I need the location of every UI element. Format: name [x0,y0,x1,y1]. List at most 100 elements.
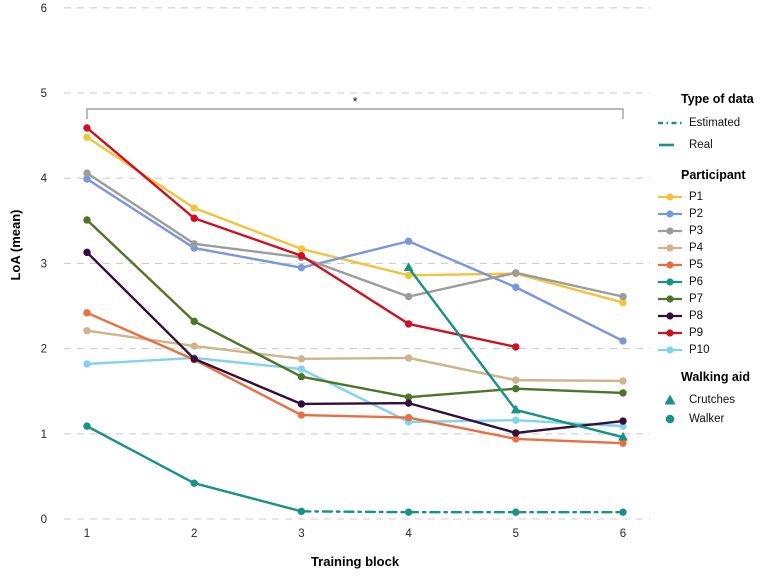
x-tick-label: 6 [620,528,626,540]
data-point [297,263,306,272]
data-point [619,292,627,301]
walker-circle-icon [665,414,675,423]
y-axis-title: LoA (mean) [8,209,23,280]
series-p8 [83,248,627,437]
p9-line-dot-icon [658,328,682,337]
data-point [619,389,627,397]
series-p5 [83,309,627,447]
y-tick-label: 4 [41,173,48,185]
data-point [83,422,91,430]
data-point [404,292,413,301]
series-p7 [83,216,627,401]
data-point [190,342,198,350]
legend-label: P2 [689,207,704,220]
legend-item-p9: P9 [657,324,767,341]
significance-bracket [86,108,624,119]
data-point [83,124,91,132]
legend-label: Real [689,139,713,151]
legend-label: P3 [689,224,704,237]
legend-label: P7 [689,292,704,305]
y-tick-label: 2 [41,344,47,356]
data-point [404,508,413,516]
series-p6-walker-real [83,422,306,516]
legend-item-p6: P6 [657,273,767,290]
data-point [190,479,198,487]
data-point [512,429,520,437]
p4-line-dot-icon [658,243,682,252]
x-tick-label: 3 [298,528,304,540]
data-point [83,248,91,257]
data-point [297,245,306,253]
data-point-triangle [618,431,628,441]
legend-item-p10: P10 [657,341,767,358]
real-solid-line-icon [659,143,674,147]
p7-line-dot-icon [658,294,682,303]
legend-item-crutches: Crutches [657,390,767,409]
data-point [83,175,91,183]
data-point [512,416,520,424]
x-axis-title: Training block [311,554,400,569]
p8-line-dot-icon [658,311,682,320]
p1-line-dot-icon [658,192,682,201]
legend-item-p4: P4 [657,239,767,256]
data-point [512,508,520,516]
data-point [190,240,198,248]
data-point [619,417,627,425]
legend-item-p8: P8 [657,307,767,324]
data-point [404,320,413,328]
data-point [83,327,91,335]
crutches-triangle-icon [664,394,676,405]
data-point [619,508,627,516]
series-p9 [83,124,520,351]
y-tick-label: 5 [41,88,47,100]
data-point [83,309,91,317]
data-point [404,413,413,422]
data-point [619,298,627,307]
legend-item-p5: P5 [657,256,767,273]
data-point [404,354,413,362]
data-point-triangle [510,404,521,414]
legend-item-p3: P3 [657,222,767,239]
legend-title-type-of-data: Type of data [681,92,754,106]
data-point [83,216,91,224]
legend-item-p7: P7 [657,290,767,307]
series-p6-walker-estimated [300,508,627,516]
data-point [404,399,413,407]
data-point [404,393,413,401]
legend-section-participant: Participant P1 P2 P3 [657,168,767,358]
legend-label: Crutches [689,393,736,406]
data-point [190,317,198,326]
data-point [297,411,306,419]
data-point [512,435,520,443]
legend-label: P5 [689,258,704,271]
x-tick-label: 1 [84,528,90,540]
y-tick-label: 6 [41,3,47,15]
x-tick-label: 4 [405,528,412,540]
data-point [619,439,627,447]
data-point [404,237,413,245]
p6-line-dot-icon [658,277,682,286]
p3-line-dot-icon [658,226,682,235]
series-p6-crutches-real [403,262,628,441]
data-point [619,422,627,430]
legend: Type of data Estimated Real Participant [657,92,767,440]
legend-item-walker: Walker [657,409,767,428]
data-point [297,373,306,381]
data-point [190,355,198,363]
y-tick-label: 3 [41,258,47,270]
x-tick-label: 5 [513,528,519,540]
legend-title-participant: Participant [681,168,746,182]
legend-item-p1: P1 [657,188,767,205]
data-point [190,204,198,212]
legend-title-walking-aid: Walking aid [681,370,750,384]
y-tick-label: 1 [41,429,47,441]
data-point [512,376,520,384]
x-tick-label: 2 [191,528,197,540]
data-point [619,377,627,385]
data-point-triangle [403,262,414,272]
data-point [619,337,627,345]
data-point [83,360,91,368]
data-point [512,343,520,351]
